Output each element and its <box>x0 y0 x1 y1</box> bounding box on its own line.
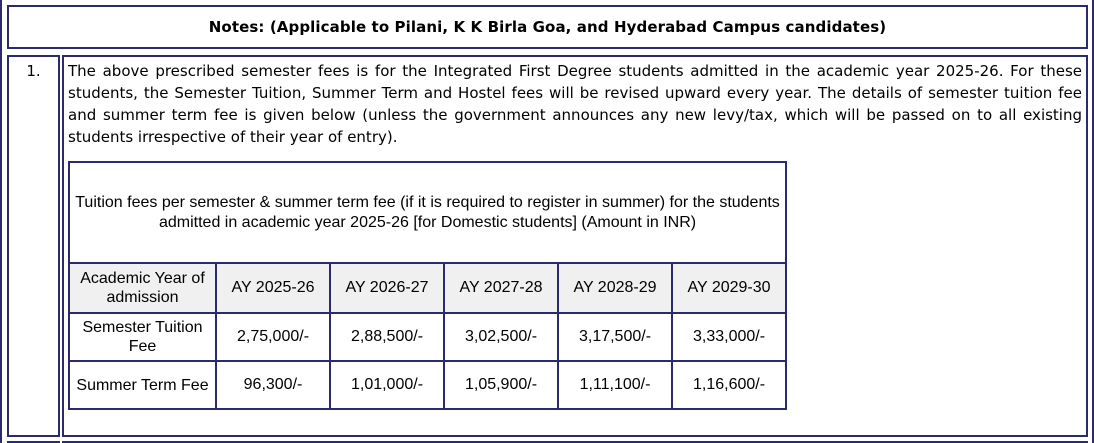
fee-row-summer-term: Summer Term Fee 96,300/- 1,01,000/- 1,05… <box>68 360 788 410</box>
column-header-ay-2028-29: AY 2028-29 <box>557 262 673 314</box>
fee-value: 3,02,500/- <box>443 312 559 362</box>
row-label-summer-term: Summer Term Fee <box>68 360 217 410</box>
note-row-2-partial <box>7 441 1088 443</box>
column-header-ay-2027-28: AY 2027-28 <box>443 262 559 314</box>
fee-value: 96,300/- <box>215 360 331 410</box>
fee-value: 1,01,000/- <box>329 360 445 410</box>
fee-row-semester-tuition: Semester Tuition Fee 2,75,000/- 2,88,500… <box>68 312 788 362</box>
row-label-semester-tuition: Semester Tuition Fee <box>68 312 217 362</box>
column-header-ay-2025-26: AY 2025-26 <box>215 262 331 314</box>
column-header-academic-year: Academic Year of admission <box>68 262 217 314</box>
column-header-ay-2026-27: AY 2026-27 <box>329 262 445 314</box>
next-note-number-cell <box>7 441 60 443</box>
fee-value: 1,05,900/- <box>443 360 559 410</box>
column-header-ay-2029-30: AY 2029-30 <box>670 262 788 314</box>
fee-value: 2,75,000/- <box>215 312 331 362</box>
note-number-cell: 1. <box>7 55 60 437</box>
fee-value: 1,16,600/- <box>670 360 788 410</box>
notes-header-text: Notes: (Applicable to Pilani, K K Birla … <box>208 18 887 36</box>
notes-header-cell: Notes: (Applicable to Pilani, K K Birla … <box>7 5 1088 49</box>
fee-table-header-row: Academic Year of admission AY 2025-26 AY… <box>68 262 788 314</box>
fee-value: 3,33,000/- <box>670 312 788 362</box>
note-number: 1. <box>26 62 41 80</box>
next-note-content-cell <box>62 441 1088 443</box>
fee-table: Tuition fees per semester & summer term … <box>67 161 788 410</box>
fee-value: 2,88,500/- <box>329 312 445 362</box>
fee-value: 1,11,100/- <box>557 360 673 410</box>
note-paragraph: The above prescribed semester fees is fo… <box>68 62 1082 146</box>
fee-table-caption-row: Tuition fees per semester & summer term … <box>67 161 788 264</box>
note-content-cell: The above prescribed semester fees is fo… <box>62 55 1088 437</box>
fee-table-caption: Tuition fees per semester & summer term … <box>67 161 788 264</box>
fee-value: 3,17,500/- <box>557 312 673 362</box>
note-row-1: 1. The above prescribed semester fees is… <box>7 55 1088 437</box>
